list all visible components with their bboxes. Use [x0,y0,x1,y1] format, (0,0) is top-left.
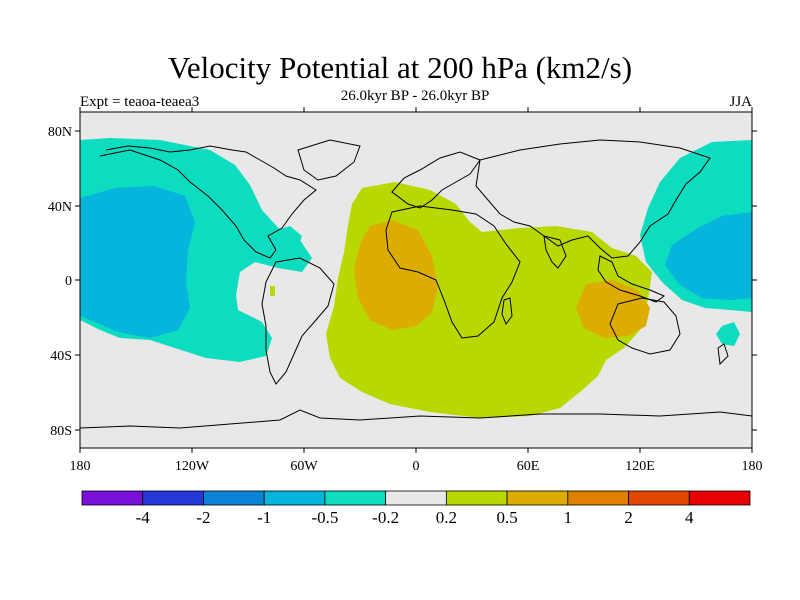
colorbar-label: -0.2 [372,508,399,527]
coast-europe [391,151,481,209]
coast-madagascar [501,297,513,326]
coast-new-zealand [717,343,729,366]
coastlines [80,139,752,429]
coast-asia [475,139,711,259]
contour-neg2-pacific-east [80,186,195,338]
contour-pos2-indian [576,280,650,338]
colorbar-box [81,490,144,506]
lat-label: 80N [48,125,72,140]
colorbar-box [385,490,447,506]
lon-tick-labels: 180 120W 60W 0 60E 120E 180 [70,459,763,474]
contour-neg-small-1 [716,322,740,346]
colorbar-box [263,490,326,506]
coast-southeast-asia [597,255,665,303]
colorbar: -4 -2 -1 -0.5 -0.2 0.2 0.5 1 2 4 [81,490,751,527]
chart-title: Velocity Potential at 200 hPa (km2/s) [167,50,633,85]
colorbar-label: 1 [564,508,573,527]
season-label: JJA [729,94,752,110]
lat-label: 40N [48,200,72,215]
colorbar-box [142,490,204,506]
coast-antarctica [80,409,752,429]
chart-subtitle: 26.0kyr BP - 26.0kyr BP [340,88,490,104]
lon-label: 60W [290,459,318,474]
colorbar-box [506,490,569,506]
colorbar-box [567,490,629,506]
colorbar-label: -1 [257,508,271,527]
colorbar-label: -4 [136,508,151,527]
lon-label: 0 [413,459,420,474]
colorbar-label: -2 [196,508,210,527]
contour-pos-small [270,286,275,296]
colorbar-box [324,490,387,506]
lon-label: 180 [70,459,91,474]
colorbar-label: 2 [624,508,633,527]
colorbar-label: -0.5 [311,508,338,527]
lat-label: 40S [50,349,72,364]
coast-south-america [261,257,335,385]
colorbar-label: 0.2 [436,508,457,527]
coast-india [543,235,567,269]
lat-tick-labels: 80N 40N 0 40S 80S [48,125,72,439]
lon-label: 60E [517,459,540,474]
lon-ticks [79,107,753,453]
lon-label: 180 [742,459,763,474]
colorbar-box [445,490,508,506]
coast-australia [609,297,681,355]
colorbar-label: 0.5 [496,508,517,527]
experiment-label: Expt = teaoa-teaea3 [80,94,200,110]
lat-label: 0 [65,274,72,289]
contour-neg2-pacific-west [665,212,752,300]
contour-neg-small-2 [270,226,302,252]
coast-north-america [99,145,317,259]
colorbar-box [628,490,690,506]
colorbar-label: 4 [685,508,694,527]
lon-label: 120W [175,459,210,474]
lon-label: 120E [625,459,655,474]
lat-label: 80S [50,424,72,439]
colorbar-box [688,490,751,506]
coast-africa [385,205,521,339]
contour-pos2-atlantic [354,220,438,330]
coast-greenland [297,139,361,181]
colorbar-box [203,490,265,506]
lat-ticks [75,130,757,431]
